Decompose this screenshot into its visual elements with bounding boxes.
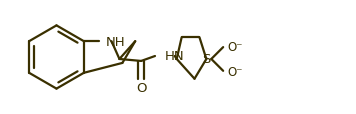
Text: O⁻: O⁻ <box>227 66 242 79</box>
Text: O: O <box>136 81 146 94</box>
Text: HN: HN <box>165 49 184 62</box>
Text: O⁻: O⁻ <box>227 40 242 53</box>
Text: NH: NH <box>106 35 125 48</box>
Text: S: S <box>202 53 210 66</box>
